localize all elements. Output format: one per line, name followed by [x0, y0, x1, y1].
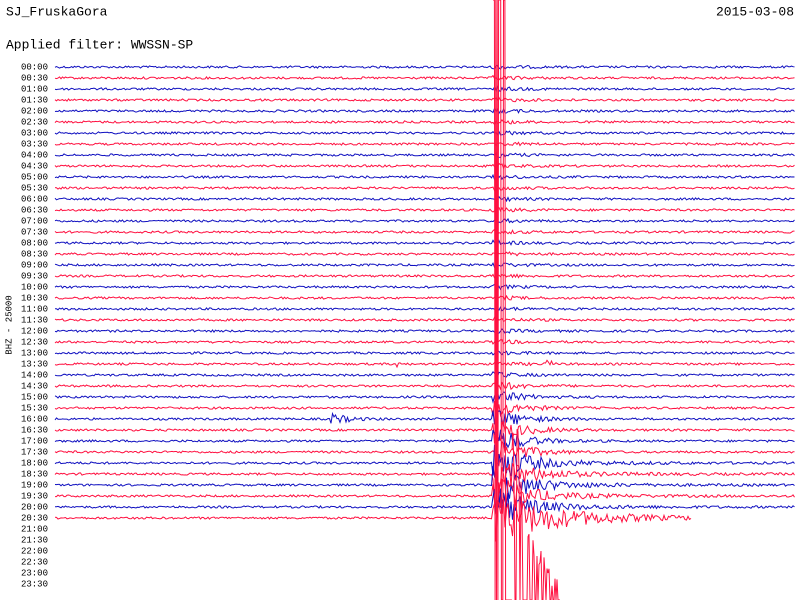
row-label: 16:30: [21, 425, 48, 435]
row-label: 15:00: [21, 392, 48, 402]
trace: [54, 410, 795, 427]
row-label: 12:00: [21, 326, 48, 336]
row-label: 11:30: [21, 315, 48, 325]
row-label: 03:30: [21, 139, 48, 149]
station: SJ_FruskaGora: [6, 4, 108, 19]
row-label: 12:30: [21, 337, 48, 347]
row-label: 11:00: [21, 304, 48, 314]
row-label: 05:30: [21, 183, 48, 193]
trace: [54, 426, 795, 449]
trace: [54, 339, 795, 345]
trace: [54, 262, 795, 269]
row-label: 20:00: [21, 502, 48, 512]
row-label: 03:00: [21, 128, 48, 138]
row-label: 09:30: [21, 271, 48, 281]
row-label: 02:00: [21, 106, 48, 116]
row-label: 19:00: [21, 480, 48, 490]
row-label: 07:00: [21, 216, 48, 226]
row-label: 22:30: [21, 557, 48, 567]
row-label: 07:30: [21, 227, 48, 237]
row-label: 18:00: [21, 458, 48, 468]
row-label: 13:30: [21, 359, 48, 369]
row-label: 14:00: [21, 370, 48, 380]
trace: [54, 489, 795, 520]
trace: [54, 283, 795, 291]
row-label: 10:30: [21, 293, 48, 303]
trace: [54, 74, 795, 81]
trace: [54, 185, 795, 192]
row-label: 06:30: [21, 205, 48, 215]
trace: [54, 359, 795, 369]
row-label: 19:30: [21, 491, 48, 501]
quake-body: [493, 0, 512, 600]
row-label: 04:30: [21, 161, 48, 171]
row-label: 13:00: [21, 348, 48, 358]
trace: [54, 151, 795, 158]
row-label: 00:00: [21, 62, 48, 72]
trace: [54, 390, 795, 404]
row-label: 22:00: [21, 546, 48, 556]
row-label: 08:30: [21, 249, 48, 259]
row-label: 17:30: [21, 447, 48, 457]
quake-coda: [511, 429, 560, 600]
trace: [54, 327, 795, 334]
row-label: 23:00: [21, 568, 48, 578]
trace: [54, 195, 795, 203]
trace: [54, 96, 795, 103]
trace: [54, 85, 795, 93]
trace: [54, 350, 795, 356]
trace: [54, 119, 795, 126]
trace: [54, 316, 795, 323]
trace: [54, 239, 795, 246]
trace: [54, 64, 795, 70]
row-label: 01:30: [21, 95, 48, 105]
trace: [54, 206, 795, 213]
axis-label: BHZ - 25000: [4, 295, 14, 354]
row-label: 17:00: [21, 436, 48, 446]
date: 2015-03-08: [716, 4, 794, 19]
trace: [54, 371, 795, 378]
traces: [54, 0, 795, 600]
row-label: 14:30: [21, 381, 48, 391]
trace: [54, 173, 795, 181]
trace: [54, 273, 795, 279]
row-label: 02:30: [21, 117, 48, 127]
trace: [54, 441, 795, 467]
trace: [54, 444, 795, 478]
row-label: 21:00: [21, 524, 48, 534]
trace: [55, 478, 795, 518]
row-label: 18:30: [21, 469, 48, 479]
trace: [54, 228, 795, 236]
row-label: 15:30: [21, 403, 48, 413]
trace: [54, 381, 795, 391]
trace: [54, 463, 795, 500]
trace: [54, 130, 795, 136]
row-label: 09:00: [21, 260, 48, 270]
row-label: 16:00: [21, 414, 48, 424]
row-label: 21:30: [21, 535, 48, 545]
trace: [54, 466, 795, 507]
row-label: 06:00: [21, 194, 48, 204]
filter: Applied filter: WWSSN-SP: [6, 37, 193, 52]
row-label: 00:30: [21, 73, 48, 83]
row-label: 05:00: [21, 172, 48, 182]
trace: [54, 141, 795, 147]
trace: [54, 401, 795, 417]
trace: [54, 107, 795, 115]
trace: [54, 497, 692, 542]
trace: [54, 217, 795, 224]
row-label: 01:00: [21, 84, 48, 94]
row-label: 20:30: [21, 513, 48, 523]
row-label: 04:00: [21, 150, 48, 160]
trace: [54, 162, 795, 170]
trace: [54, 251, 795, 257]
trace: [54, 420, 795, 444]
row-label: 08:00: [21, 238, 48, 248]
trace: [54, 294, 795, 302]
row-label: 10:00: [21, 282, 48, 292]
trace: [55, 305, 795, 312]
row-label: 23:30: [21, 579, 48, 589]
